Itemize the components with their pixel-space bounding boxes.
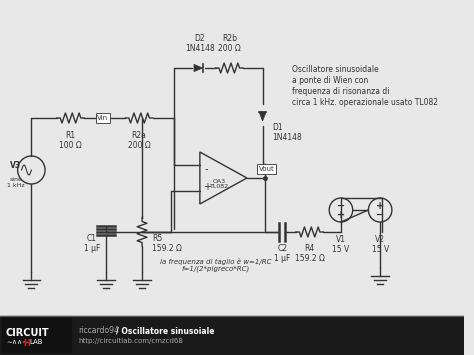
Text: +: + xyxy=(376,201,384,211)
Text: R1
100 Ω: R1 100 Ω xyxy=(59,131,82,151)
Polygon shape xyxy=(194,64,203,72)
Text: OA3
TL082: OA3 TL082 xyxy=(210,179,229,190)
Text: V3: V3 xyxy=(10,160,21,169)
Text: C1
1 μF: C1 1 μF xyxy=(84,234,100,253)
Text: +: + xyxy=(203,182,211,192)
Text: V1
15 V: V1 15 V xyxy=(332,235,350,255)
Text: frequenza di risonanza di: frequenza di risonanza di xyxy=(292,87,390,96)
Text: http://circuitlab.com/cmzcd68: http://circuitlab.com/cmzcd68 xyxy=(78,338,183,344)
Bar xyxy=(2,318,71,352)
Text: +: + xyxy=(337,210,345,220)
Text: R5
159.2 Ω: R5 159.2 Ω xyxy=(152,234,182,253)
Text: V2
15 V: V2 15 V xyxy=(372,235,389,255)
Text: Vout: Vout xyxy=(259,166,274,172)
Polygon shape xyxy=(259,112,266,121)
Bar xyxy=(0,316,465,355)
Text: LAB: LAB xyxy=(29,339,43,345)
Text: −: − xyxy=(376,210,384,220)
Text: H: H xyxy=(24,339,30,348)
Text: Oscillatore sinusoidale: Oscillatore sinusoidale xyxy=(292,65,379,74)
Text: CIRCUIT: CIRCUIT xyxy=(6,328,49,338)
Text: D2
1N4148: D2 1N4148 xyxy=(185,34,215,53)
Text: / Oscillatore sinusoiale: / Oscillatore sinusoiale xyxy=(116,326,214,335)
Text: -: - xyxy=(205,164,209,174)
Text: R2b
200 Ω: R2b 200 Ω xyxy=(218,34,241,53)
Text: ∼∧∧∼: ∼∧∧∼ xyxy=(6,339,28,345)
Text: D1
1N4148: D1 1N4148 xyxy=(273,123,302,142)
Text: circa 1 kHz. operazionale usato TL082: circa 1 kHz. operazionale usato TL082 xyxy=(292,98,438,107)
Text: C2
1 μF: C2 1 μF xyxy=(274,244,291,263)
Text: sine
1 kHz: sine 1 kHz xyxy=(7,177,25,188)
Text: la frequenza di taglio è w=1/RC
f=1/(2*pigreco*RC): la frequenza di taglio è w=1/RC f=1/(2*p… xyxy=(160,258,271,273)
Text: −: − xyxy=(337,201,345,211)
Text: R2a
200 Ω: R2a 200 Ω xyxy=(128,131,151,151)
Text: R4
159.2 Ω: R4 159.2 Ω xyxy=(295,244,325,263)
Text: a ponte di Wien con: a ponte di Wien con xyxy=(292,76,368,85)
Text: Vin: Vin xyxy=(97,115,109,121)
Text: riccardo94: riccardo94 xyxy=(78,326,119,335)
